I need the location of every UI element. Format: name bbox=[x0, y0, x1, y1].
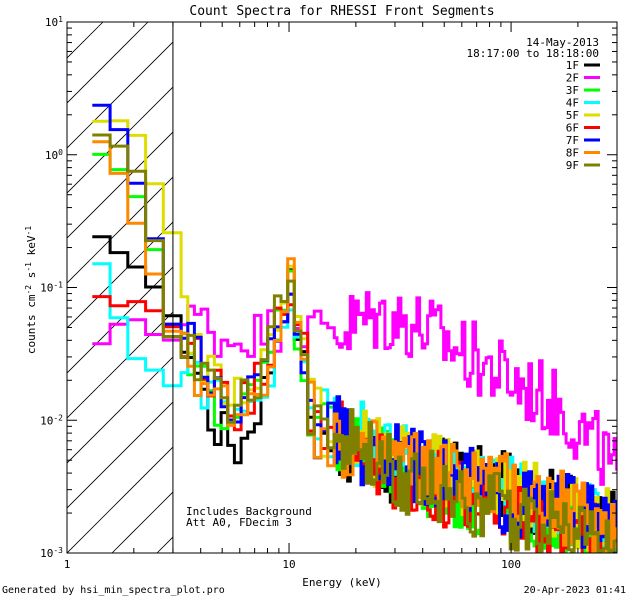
y-tick-label: 101 bbox=[45, 15, 63, 30]
x-tick-label: 100 bbox=[501, 558, 521, 571]
hatch-line bbox=[67, 221, 173, 329]
time-range-label: 18:17:00 to 18:18:00 bbox=[467, 47, 599, 60]
series-group bbox=[92, 103, 617, 553]
legend-label: 3F bbox=[566, 84, 579, 97]
y-tick-label: 10-3 bbox=[40, 546, 63, 561]
x-axis-title: Energy (keV) bbox=[302, 576, 381, 589]
legend-label: 4F bbox=[566, 97, 579, 110]
y-tick-label: 10-2 bbox=[40, 413, 63, 428]
axis-ticks bbox=[66, 22, 618, 554]
y-tick-labels: 10-3 10-2 10-1 100 101 bbox=[40, 15, 63, 561]
hatch-line bbox=[67, 86, 173, 194]
legend-label: 9F bbox=[566, 159, 579, 172]
y-tick-label: 10-1 bbox=[40, 280, 63, 295]
annotation-background: Includes Background bbox=[186, 505, 312, 518]
y-tick-label: 100 bbox=[45, 147, 63, 162]
y-axis-title: counts cm-2 s-1 keV-1 bbox=[24, 226, 39, 354]
legend-label: 7F bbox=[566, 134, 579, 147]
annotation-attenuator: Att A0, FDecim 3 bbox=[186, 516, 292, 529]
x-tick-label: 1 bbox=[64, 558, 71, 571]
date-label: 14-May-2013 bbox=[526, 36, 599, 49]
series-line-9F bbox=[92, 133, 617, 553]
timestamp-label: 20-Apr-2023 01:41 bbox=[523, 585, 626, 596]
hatch-line bbox=[67, 41, 173, 149]
hatch-line bbox=[67, 446, 173, 553]
legend-label: 2F bbox=[566, 72, 579, 85]
chart-title: Count Spectra for RHESSI Front Segments bbox=[189, 4, 494, 19]
legend-label: 5F bbox=[566, 109, 579, 122]
x-tick-labels: 1 10 100 bbox=[64, 558, 521, 571]
legend-label: 8F bbox=[566, 147, 579, 160]
legend-label: 1F bbox=[566, 59, 579, 72]
generated-by-label: Generated by hsi_min_spectra_plot.pro bbox=[2, 585, 225, 596]
hatch-line bbox=[67, 401, 173, 509]
legend-label: 6F bbox=[566, 122, 579, 135]
x-tick-label: 10 bbox=[282, 558, 295, 571]
